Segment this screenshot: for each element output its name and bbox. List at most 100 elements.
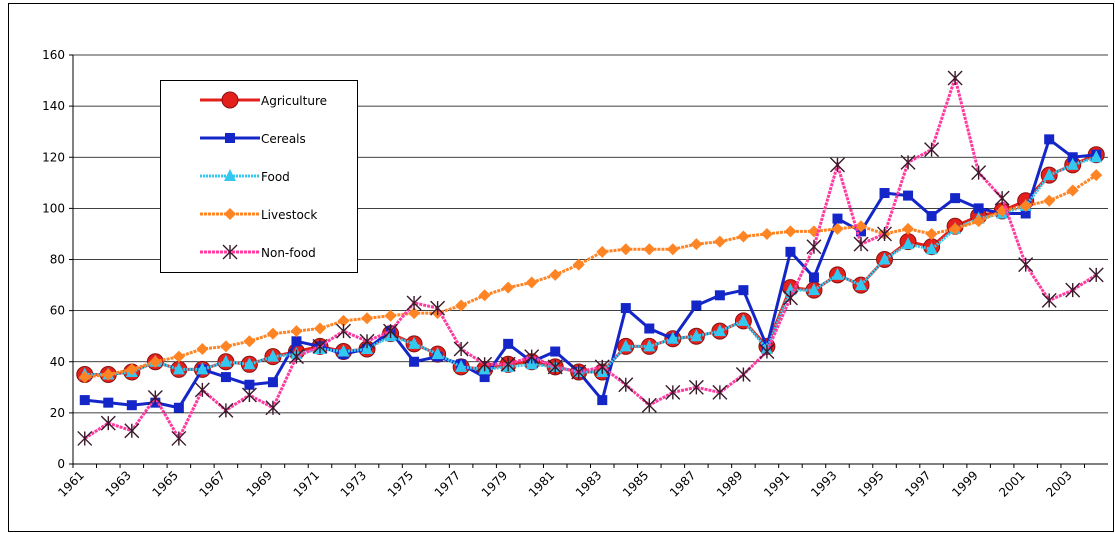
marker <box>878 252 891 265</box>
marker <box>690 329 703 342</box>
legend: Agriculture Cereals Food Livestock Non-food <box>160 80 358 273</box>
marker <box>855 278 868 291</box>
marker <box>408 307 421 320</box>
marker <box>477 356 493 372</box>
marker <box>879 188 890 199</box>
marker <box>572 258 585 271</box>
marker <box>455 299 468 312</box>
marker <box>78 371 91 384</box>
marker <box>690 238 703 251</box>
marker <box>455 359 468 372</box>
marker <box>643 339 656 352</box>
marker <box>1066 184 1079 197</box>
marker <box>808 272 819 283</box>
marker <box>1043 168 1056 181</box>
marker <box>361 312 374 325</box>
marker <box>77 430 93 446</box>
marker <box>221 91 239 109</box>
marker <box>196 362 209 375</box>
marker <box>218 402 234 418</box>
marker <box>478 289 491 302</box>
series-line <box>83 72 1098 442</box>
marker <box>171 430 187 446</box>
series <box>77 70 1104 446</box>
y-tick-label: 160 <box>42 48 65 62</box>
marker <box>713 324 726 337</box>
marker <box>102 368 115 381</box>
marker <box>924 142 940 158</box>
marker <box>502 281 515 294</box>
marker <box>100 415 116 431</box>
marker <box>971 165 987 181</box>
marker <box>147 390 163 406</box>
y-tick-label: 20 <box>50 406 65 420</box>
marker <box>972 215 985 228</box>
marker <box>949 222 962 235</box>
marker <box>222 244 238 260</box>
marker <box>902 222 915 235</box>
marker <box>594 359 610 375</box>
marker <box>1019 199 1032 212</box>
marker <box>173 402 184 413</box>
marker <box>737 313 750 326</box>
marker <box>313 322 326 335</box>
marker <box>903 190 914 201</box>
marker <box>409 356 420 367</box>
marker <box>596 245 609 258</box>
marker <box>337 314 350 327</box>
marker <box>760 227 773 240</box>
marker <box>336 323 352 339</box>
marker <box>288 349 304 365</box>
marker <box>713 235 726 248</box>
marker <box>665 384 681 400</box>
marker <box>782 290 798 306</box>
marker <box>524 349 540 365</box>
marker <box>1043 194 1056 207</box>
marker <box>926 211 937 222</box>
marker <box>479 372 490 383</box>
marker <box>1067 152 1078 163</box>
marker <box>832 213 843 224</box>
marker <box>547 359 563 375</box>
marker <box>1090 150 1103 163</box>
marker <box>1088 267 1104 283</box>
marker <box>973 203 984 214</box>
marker <box>550 346 561 357</box>
marker <box>172 362 185 375</box>
marker <box>688 379 704 395</box>
marker <box>712 384 728 400</box>
marker <box>525 276 538 289</box>
marker <box>947 70 963 86</box>
marker <box>196 342 209 355</box>
marker <box>644 323 655 334</box>
marker <box>666 243 679 256</box>
marker <box>359 333 375 349</box>
marker <box>265 400 281 416</box>
marker <box>735 367 751 383</box>
marker <box>597 395 608 406</box>
marker <box>219 354 232 367</box>
marker <box>149 355 162 368</box>
marker <box>902 237 915 250</box>
marker <box>666 331 679 344</box>
marker <box>1020 208 1031 219</box>
marker <box>807 283 820 296</box>
marker <box>103 397 114 408</box>
marker <box>925 227 938 240</box>
y-tick-label: 100 <box>42 201 65 215</box>
marker <box>266 327 279 340</box>
marker <box>219 340 232 353</box>
marker <box>243 357 256 370</box>
marker <box>1090 169 1103 182</box>
y-tick-label: 80 <box>50 253 65 267</box>
marker <box>950 193 961 204</box>
marker <box>900 154 916 170</box>
marker <box>290 325 303 338</box>
marker <box>406 295 422 311</box>
marker <box>1044 134 1055 145</box>
marker <box>784 225 797 238</box>
legend-label: Livestock <box>261 208 317 222</box>
marker <box>337 344 350 357</box>
